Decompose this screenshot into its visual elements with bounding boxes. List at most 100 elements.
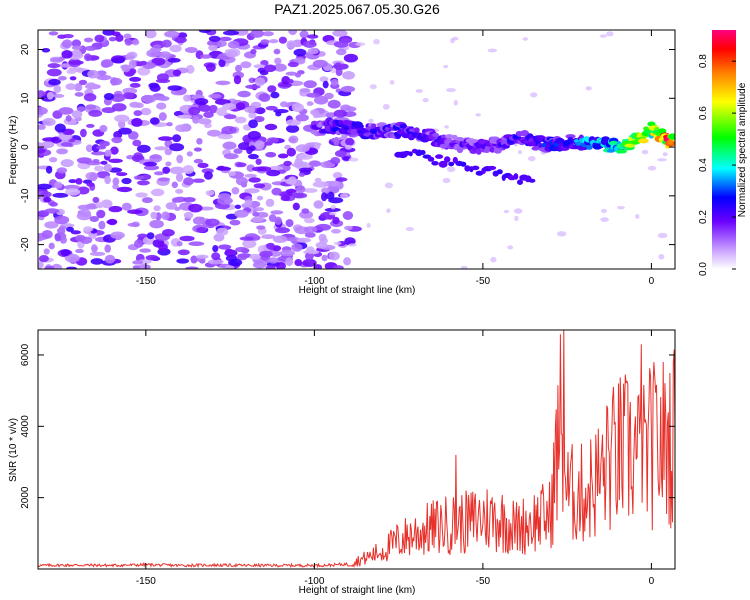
noise-cell — [103, 163, 113, 172]
noise-cell — [80, 209, 91, 218]
noise-cell — [175, 124, 189, 132]
noise-cell — [172, 198, 184, 203]
noise-cell — [261, 234, 276, 240]
noise-cell — [217, 196, 233, 205]
noise-cell — [128, 59, 137, 69]
noise-cell — [249, 253, 261, 260]
noise-cell — [266, 242, 276, 250]
noise-cell — [103, 93, 115, 100]
noise-cell — [327, 99, 341, 109]
noise-cell — [91, 244, 98, 253]
noise-cell — [179, 235, 195, 242]
snr-x-axis-label: Height of straight line (km) — [299, 585, 416, 596]
noise-cell — [599, 34, 607, 38]
noise-cell — [208, 104, 218, 114]
noise-cell — [96, 145, 107, 150]
y-tick-label: -10 — [20, 188, 31, 203]
noise-cell — [507, 245, 514, 250]
noise-cell — [235, 176, 248, 186]
noise-cell — [271, 187, 282, 196]
noise-cell — [291, 243, 303, 252]
signal-cell — [464, 165, 471, 172]
noise-cell — [161, 39, 172, 48]
noise-cell — [77, 186, 90, 195]
noise-cell — [330, 78, 339, 86]
noise-cell — [38, 255, 49, 263]
noise-cell — [167, 57, 181, 63]
noise-cell — [98, 220, 106, 230]
signal-cell — [624, 143, 636, 148]
noise-cell — [96, 209, 106, 219]
noise-cell — [38, 261, 44, 269]
noise-cell — [165, 202, 178, 210]
noise-cell — [265, 151, 277, 158]
signal-cell — [513, 173, 519, 180]
noise-cell — [299, 88, 311, 93]
noise-cell — [57, 34, 66, 39]
noise-cell — [95, 201, 104, 209]
noise-cell — [92, 196, 100, 204]
noise-cell — [153, 171, 165, 176]
noise-cell — [165, 161, 172, 167]
noise-cell — [164, 148, 173, 156]
noise-cell — [475, 113, 482, 117]
noise-cell — [237, 90, 251, 98]
noise-cell — [60, 249, 71, 257]
noise-cell — [242, 239, 257, 249]
noise-cell — [177, 249, 190, 256]
noise-cell — [104, 254, 116, 264]
noise-cell — [75, 178, 83, 185]
noise-cell — [49, 157, 58, 163]
noise-cell — [330, 157, 341, 165]
noise-cell — [345, 137, 355, 146]
noise-cell — [294, 259, 303, 267]
noise-cell — [194, 98, 209, 105]
noise-cell — [116, 186, 133, 193]
noise-cell — [260, 60, 269, 66]
noise-cell — [104, 244, 111, 253]
noise-cell — [49, 201, 58, 207]
noise-cell — [274, 216, 282, 225]
noise-cell — [112, 183, 119, 190]
noise-cell — [244, 106, 256, 113]
noise-cell — [104, 149, 112, 157]
noise-cell — [106, 219, 117, 225]
noise-cell — [83, 37, 94, 43]
noise-cell — [59, 236, 67, 244]
noise-cell — [280, 101, 289, 108]
noise-cell — [259, 70, 269, 76]
noise-cell — [285, 257, 294, 267]
noise-cell — [64, 253, 80, 263]
noise-cell — [71, 45, 83, 50]
noise-cell — [254, 140, 265, 150]
noise-cell — [256, 225, 266, 230]
noise-cell — [128, 131, 139, 140]
noise-cell — [146, 49, 160, 58]
noise-cell — [158, 243, 168, 252]
noise-cell — [192, 178, 205, 183]
noise-cell — [518, 150, 522, 155]
noise-cell — [44, 265, 55, 269]
noise-cell — [256, 195, 264, 201]
y-tick-label: 4000 — [20, 415, 31, 438]
noise-cell — [58, 225, 67, 230]
noise-cell — [68, 179, 77, 184]
noise-cell — [171, 181, 178, 189]
noise-cell — [265, 198, 275, 207]
noise-cell — [60, 159, 74, 168]
noise-cell — [219, 36, 232, 42]
colorbar-tick-label: 0.0 — [698, 262, 709, 276]
noise-cell — [197, 162, 209, 169]
noise-cell — [150, 211, 158, 220]
noise-cell — [53, 85, 62, 93]
noise-cell — [530, 92, 538, 98]
noise-cell — [267, 85, 277, 93]
spectrogram-x-axis-label: Height of straight line (km) — [299, 285, 416, 296]
noise-cell — [248, 119, 258, 129]
signal-cell — [487, 165, 497, 171]
noise-cell — [185, 266, 199, 269]
noise-cell — [240, 61, 252, 69]
snr-y-ticks: 2000 4000 6000 — [20, 343, 675, 509]
noise-cell — [315, 241, 328, 249]
